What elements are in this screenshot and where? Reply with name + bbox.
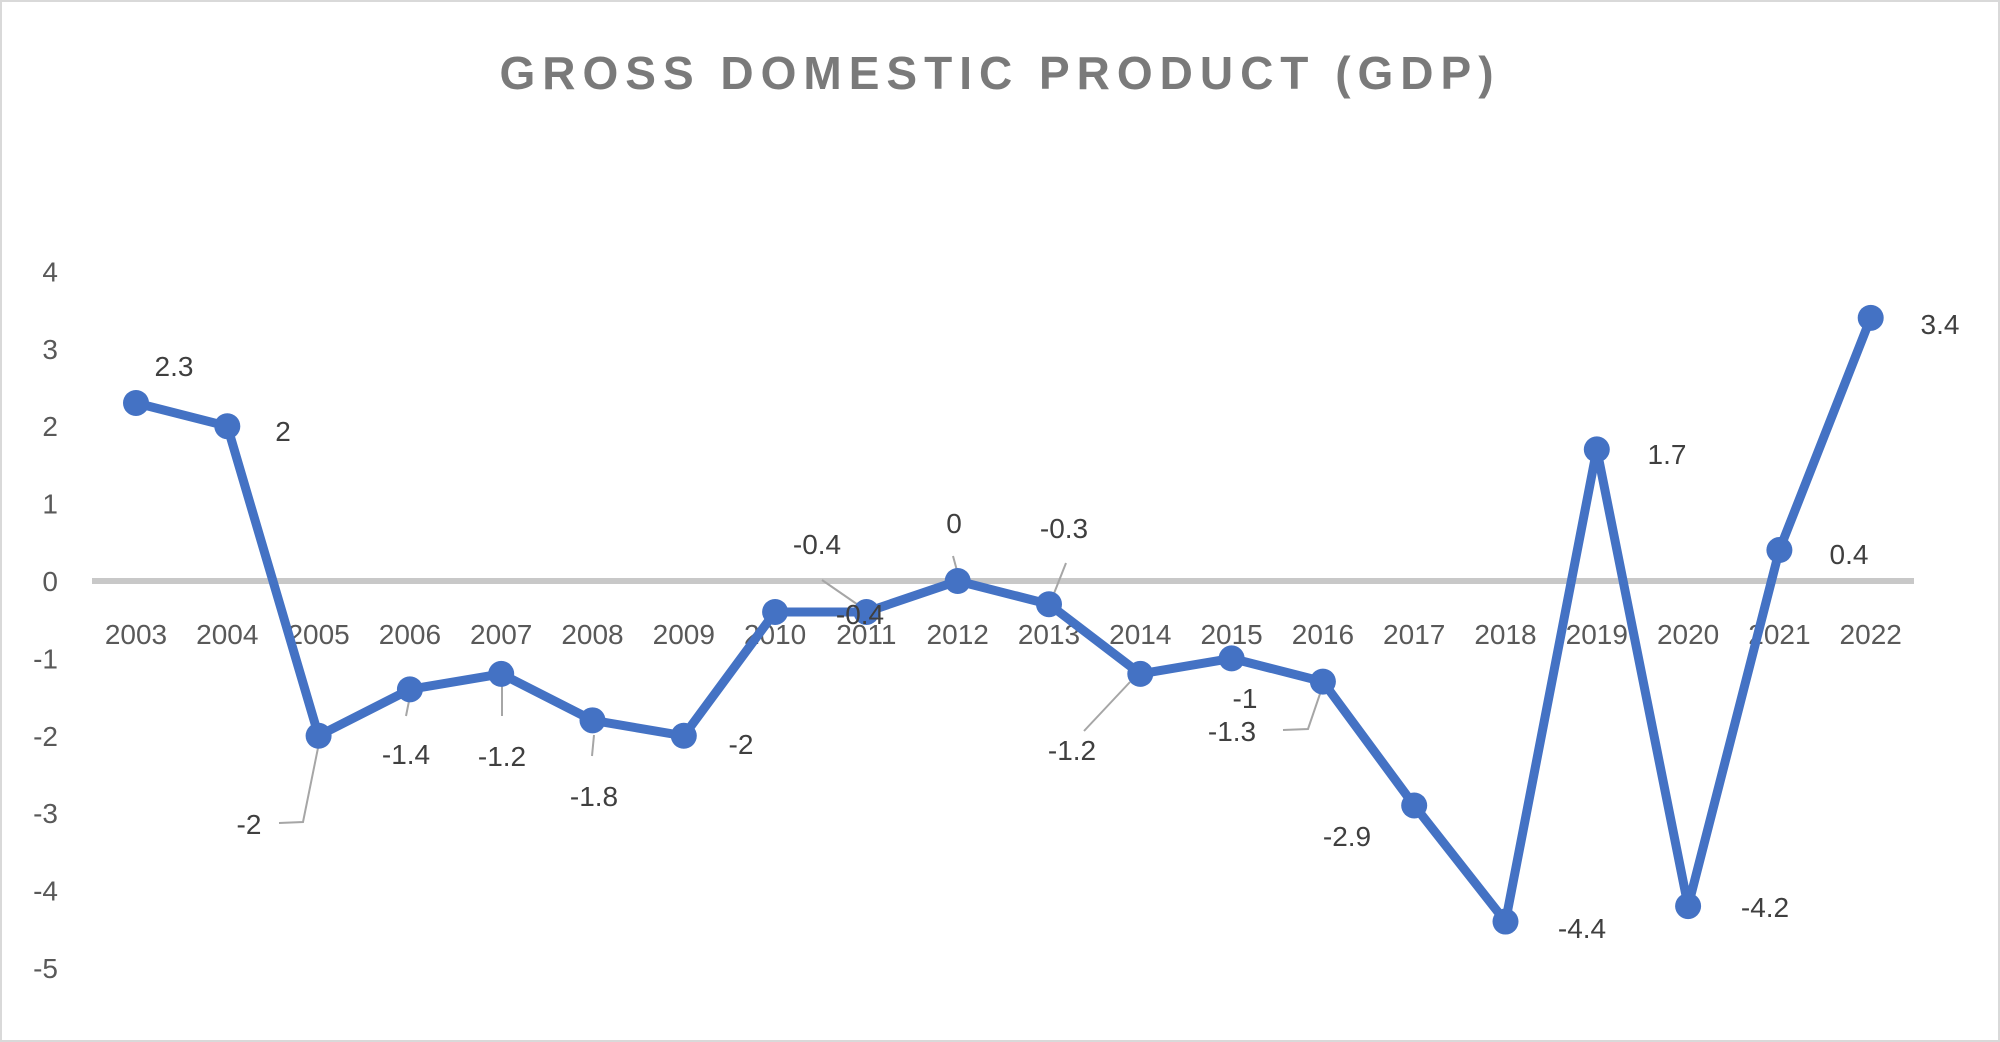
data-point-marker xyxy=(670,722,697,749)
data-label: -1.4 xyxy=(382,739,430,770)
data-label: -1.8 xyxy=(570,781,618,812)
gdp-line xyxy=(131,313,1876,927)
data-point-marker xyxy=(1675,893,1702,920)
gdp-data-labels: 2.32-2-1.4 -1.2-1.8-2-0.4-0.40 -0.3-1.2-1-… xyxy=(155,309,1960,944)
data-point-marker xyxy=(1401,792,1428,819)
data-point-marker xyxy=(1766,537,1793,564)
y-tick-label: 3 xyxy=(42,334,58,365)
y-tick-label: -1 xyxy=(33,643,58,674)
leader-line xyxy=(1083,681,1131,732)
x-axis-label: 2019 xyxy=(1566,619,1628,650)
data-label: -1.3 xyxy=(1208,716,1256,747)
data-label: -1 xyxy=(1233,683,1258,714)
y-tick-label: 4 xyxy=(42,256,58,287)
x-axis-label: 2008 xyxy=(561,619,623,650)
data-label: -4.2 xyxy=(1741,892,1789,923)
data-label: -0.4 xyxy=(836,599,884,630)
data-point-marker xyxy=(214,413,241,440)
data-label: -2 xyxy=(237,809,262,840)
data-point-marker xyxy=(1857,304,1884,331)
data-point-marker xyxy=(1309,668,1336,695)
data-point-marker xyxy=(305,722,332,749)
y-tick-label: -5 xyxy=(33,953,58,984)
leader-line xyxy=(278,742,320,824)
x-axis-label: 2006 xyxy=(379,619,441,650)
data-label: -0.3 xyxy=(1040,513,1088,544)
chart-title: GROSS DOMESTIC PRODUCT (GDP) xyxy=(499,47,1501,99)
data-point-marker xyxy=(1036,591,1062,618)
data-label: 2 xyxy=(275,416,291,447)
data-point-marker xyxy=(488,660,515,687)
y-axis-tick-labels: 4 3 2 1 0 -1 -2 -3 -4 -5 xyxy=(33,256,58,984)
x-axis-label: 2004 xyxy=(196,619,258,650)
gdp-series-markers xyxy=(123,304,1884,935)
data-label: -1.2 xyxy=(478,741,526,772)
data-point-marker xyxy=(853,598,880,625)
x-axis-label: 2015 xyxy=(1200,619,1262,650)
y-tick-label: -2 xyxy=(33,721,58,752)
data-point-marker xyxy=(1583,436,1610,463)
x-axis-label: 2017 xyxy=(1383,619,1445,650)
x-axis-label: 2020 xyxy=(1657,619,1719,650)
data-point-marker xyxy=(396,676,423,703)
y-tick-label: 2 xyxy=(42,411,58,442)
data-point-marker xyxy=(123,389,149,416)
leader-line xyxy=(1282,687,1323,731)
y-tick-label: 1 xyxy=(42,489,58,520)
leader-line xyxy=(591,734,595,757)
data-point-marker xyxy=(762,598,789,625)
x-axis-label: 2005 xyxy=(287,619,349,650)
x-axis-label: 2018 xyxy=(1474,619,1536,650)
x-axis-label: 2009 xyxy=(653,619,715,650)
x-axis-label: 2022 xyxy=(1840,619,1902,650)
y-tick-label: 0 xyxy=(42,566,58,597)
data-label: 1.7 xyxy=(1648,439,1687,470)
x-axis-label: 2012 xyxy=(927,619,989,650)
data-point-marker xyxy=(1127,660,1154,687)
data-label: 0 xyxy=(946,508,962,539)
y-tick-label: -3 xyxy=(33,798,58,829)
data-point-marker xyxy=(579,707,606,734)
data-label: -2 xyxy=(729,729,754,760)
data-label: 0.4 xyxy=(1830,539,1869,570)
data-label: -1.2 xyxy=(1048,735,1096,766)
data-label: -0.4 xyxy=(793,529,841,560)
gdp-series-line xyxy=(131,313,1876,927)
x-axis-label: 2003 xyxy=(105,619,167,650)
data-label: 2.3 xyxy=(155,351,194,382)
data-point-marker xyxy=(944,568,971,594)
data-point-marker xyxy=(1492,908,1519,935)
x-axis-label: 2014 xyxy=(1109,619,1171,650)
x-axis-year-labels: 2003 2004 2005 2006 2007 2008 2009 2010 2011 2012… xyxy=(105,619,1902,650)
x-axis-label: 2007 xyxy=(470,619,532,650)
data-label: 3.4 xyxy=(1921,309,1960,340)
data-point-marker xyxy=(1218,645,1245,672)
data-label: -4.4 xyxy=(1558,913,1606,944)
y-tick-label: -4 xyxy=(33,876,58,907)
x-axis-label: 2016 xyxy=(1292,619,1354,650)
data-label: -2.9 xyxy=(1323,821,1371,852)
